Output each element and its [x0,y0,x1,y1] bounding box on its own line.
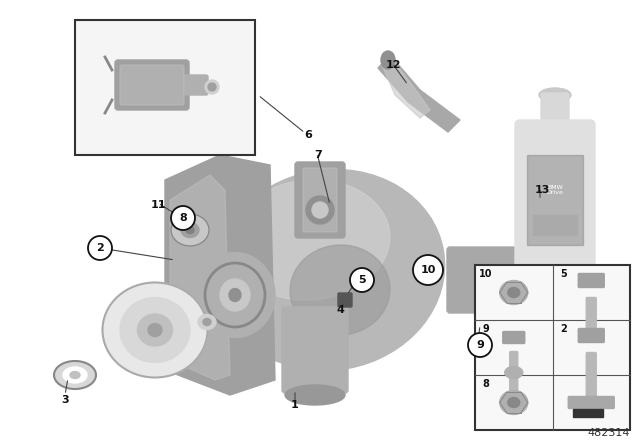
Text: 7: 7 [314,150,322,160]
Ellipse shape [229,289,241,302]
Text: 10: 10 [479,269,493,279]
Text: 5: 5 [560,269,567,279]
Ellipse shape [198,314,216,329]
Ellipse shape [520,250,540,310]
Text: 2: 2 [96,243,104,253]
Polygon shape [378,55,460,132]
Ellipse shape [148,323,162,336]
Circle shape [468,333,492,357]
Text: 11: 11 [150,200,166,210]
Text: 8: 8 [179,213,187,223]
FancyBboxPatch shape [541,93,569,127]
FancyBboxPatch shape [579,328,604,343]
Text: 12: 12 [385,60,401,70]
Ellipse shape [203,319,211,326]
Ellipse shape [290,245,390,335]
Ellipse shape [500,280,528,305]
Text: 1: 1 [291,400,299,410]
Ellipse shape [285,385,345,405]
FancyBboxPatch shape [579,273,604,288]
Ellipse shape [505,366,523,379]
Ellipse shape [138,314,173,346]
Ellipse shape [508,288,520,297]
Polygon shape [170,175,230,380]
Ellipse shape [181,223,199,237]
Ellipse shape [54,361,96,389]
Ellipse shape [306,196,334,224]
FancyBboxPatch shape [573,409,604,417]
FancyBboxPatch shape [509,352,518,399]
Circle shape [171,206,195,230]
FancyBboxPatch shape [282,307,348,393]
Ellipse shape [70,371,80,379]
FancyBboxPatch shape [184,75,208,95]
Ellipse shape [208,83,216,91]
Circle shape [88,236,112,260]
Ellipse shape [171,214,209,246]
FancyBboxPatch shape [533,215,577,235]
Polygon shape [382,60,430,118]
FancyBboxPatch shape [115,60,189,110]
FancyBboxPatch shape [503,332,525,344]
Circle shape [413,255,443,285]
Ellipse shape [220,279,250,311]
Text: 9: 9 [476,340,484,350]
FancyBboxPatch shape [568,396,614,409]
FancyBboxPatch shape [303,168,337,232]
Text: 13: 13 [534,185,550,195]
Ellipse shape [500,391,528,414]
Bar [75,20,255,155]
Text: 5: 5 [358,275,366,285]
Text: 4: 4 [336,305,344,315]
Text: 3: 3 [61,395,69,405]
FancyBboxPatch shape [338,293,352,307]
Text: 8: 8 [483,379,490,389]
Polygon shape [165,155,275,395]
FancyBboxPatch shape [586,353,596,414]
FancyBboxPatch shape [120,65,184,105]
Text: 9: 9 [483,324,489,334]
Text: 2: 2 [560,324,567,334]
Ellipse shape [120,297,190,362]
FancyBboxPatch shape [515,120,595,275]
Ellipse shape [230,180,390,300]
Text: 10: 10 [420,265,436,275]
Ellipse shape [63,367,87,383]
FancyBboxPatch shape [295,162,345,238]
Ellipse shape [525,265,535,295]
Text: 6: 6 [304,130,312,140]
Ellipse shape [216,169,445,370]
Text: BMW
Drive: BMW Drive [547,185,563,195]
FancyBboxPatch shape [447,247,533,313]
Ellipse shape [312,202,328,218]
Bar [475,265,630,430]
FancyBboxPatch shape [586,297,596,335]
Ellipse shape [186,227,194,233]
Circle shape [350,268,374,292]
Ellipse shape [205,80,219,94]
Ellipse shape [102,283,207,378]
Text: 482314: 482314 [588,428,630,438]
Ellipse shape [195,253,275,337]
FancyBboxPatch shape [527,155,583,245]
Ellipse shape [539,88,571,102]
Ellipse shape [381,51,395,69]
Ellipse shape [508,397,520,408]
